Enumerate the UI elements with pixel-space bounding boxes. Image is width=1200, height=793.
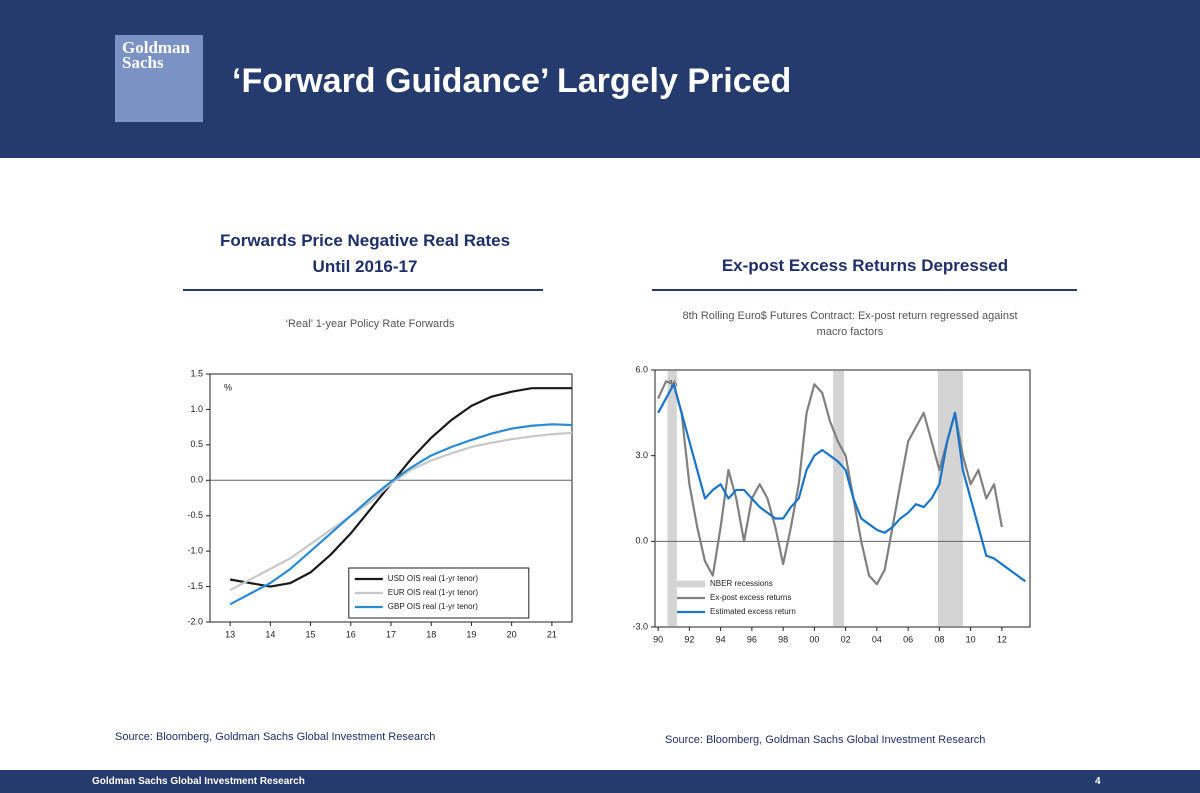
- legend-label: Ex-post excess returns: [710, 593, 791, 602]
- chart-title: Forwards Price Negative Real Rates Until…: [219, 231, 511, 276]
- x-tick-label: 04: [872, 634, 882, 644]
- legend-label: USD OIS real (1-yr tenor): [388, 574, 479, 583]
- chart-title: Ex-post Excess Returns Depressed: [721, 256, 1009, 275]
- legend-label: GBP OIS real (1-yr tenor): [388, 602, 478, 611]
- x-tick-label: 98: [778, 634, 788, 644]
- x-tick-label: 96: [747, 634, 757, 644]
- x-tick-label: 02: [841, 634, 851, 644]
- x-tick-label: 13: [225, 629, 235, 639]
- legend-label: EUR OIS real (1-yr tenor): [388, 588, 479, 597]
- recession-band: [667, 371, 677, 626]
- recession-band: [937, 371, 963, 626]
- y-tick-label: 0.0: [635, 536, 648, 546]
- y-tick-label: -0.5: [187, 510, 203, 520]
- footer-text: Goldman Sachs Global Investment Research: [92, 776, 305, 787]
- slide-title: ‘Forward Guidance’ Largely Priced: [232, 62, 792, 100]
- underline: [652, 289, 1077, 291]
- x-tick-label: 16: [346, 629, 356, 639]
- y-tick-label: 0.5: [190, 439, 203, 449]
- page-number: 4: [1095, 776, 1101, 787]
- x-tick-label: 08: [934, 634, 944, 644]
- recession-band: [833, 371, 845, 626]
- x-tick-label: 18: [426, 629, 436, 639]
- x-tick-label: 14: [265, 629, 275, 639]
- x-tick-label: 17: [386, 629, 396, 639]
- logo: Goldman Sachs: [115, 35, 203, 122]
- unit-label: %: [224, 382, 232, 392]
- y-tick-label: -2.0: [187, 616, 203, 626]
- x-tick-label: 10: [966, 634, 976, 644]
- chart-subtitle: ‘Real’ 1-year Policy Rate Forwards: [285, 318, 455, 330]
- y-tick-label: -1.0: [187, 546, 203, 556]
- series-line: [229, 387, 572, 588]
- x-tick-label: 06: [903, 634, 913, 644]
- legend-label: NBER recessions: [710, 579, 773, 588]
- y-tick-label: 3.0: [635, 450, 648, 460]
- source: Source: Bloomberg, Goldman Sachs Global …: [115, 731, 436, 743]
- underline: [183, 289, 543, 291]
- x-tick-label: 94: [716, 634, 726, 644]
- x-tick-label: 19: [466, 629, 476, 639]
- y-tick-label: 6.0: [635, 364, 648, 374]
- x-tick-label: 90: [653, 634, 663, 644]
- series-line: [229, 431, 573, 592]
- x-tick-label: 21: [547, 629, 557, 639]
- source: Source: Bloomberg, Goldman Sachs Global …: [665, 734, 986, 746]
- y-tick-label: -1.5: [187, 581, 203, 591]
- x-tick-label: 92: [684, 634, 694, 644]
- legend-label: Estimated excess return: [710, 607, 796, 616]
- y-tick-label: 1.5: [190, 368, 203, 378]
- x-tick-label: 12: [997, 634, 1007, 644]
- y-tick-label: -3.0: [632, 621, 648, 631]
- y-tick-label: 1.0: [190, 404, 203, 414]
- x-tick-label: 15: [306, 629, 316, 639]
- x-tick-label: 20: [507, 629, 517, 639]
- footer-bar: Goldman Sachs Global Investment Research…: [0, 770, 1200, 793]
- series-line: [657, 383, 1026, 583]
- series-line: [229, 423, 573, 606]
- chart-subtitle: 8th Rolling Euro$ Futures Contract: Ex-p…: [682, 310, 1018, 338]
- x-tick-label: 00: [809, 634, 819, 644]
- y-tick-label: 0.0: [190, 475, 203, 485]
